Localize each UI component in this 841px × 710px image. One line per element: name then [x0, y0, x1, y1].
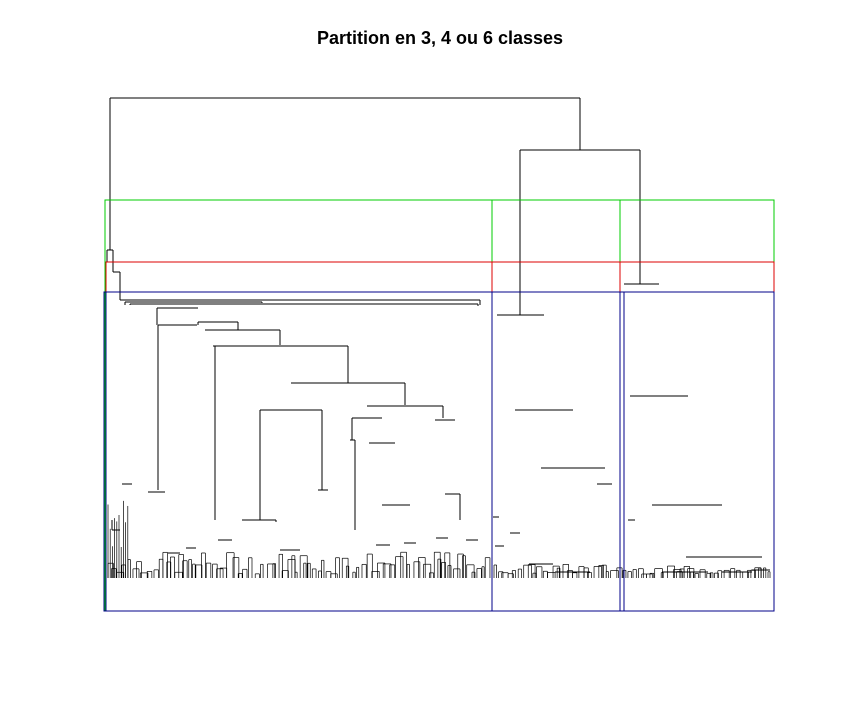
chart-title: Partition en 3, 4 ou 6 classes	[316, 28, 564, 48]
cluster-partition-boxes	[103, 199, 775, 612]
dendrogram-branches	[106, 97, 770, 573]
partition-6-class-3	[491, 291, 621, 612]
partition-4-class-3	[619, 261, 775, 612]
partition-4-class-2	[491, 261, 621, 612]
dendrogram-leaves	[107, 500, 771, 578]
partition-6-class-4	[619, 291, 625, 612]
partition-6-class-5	[623, 291, 775, 612]
